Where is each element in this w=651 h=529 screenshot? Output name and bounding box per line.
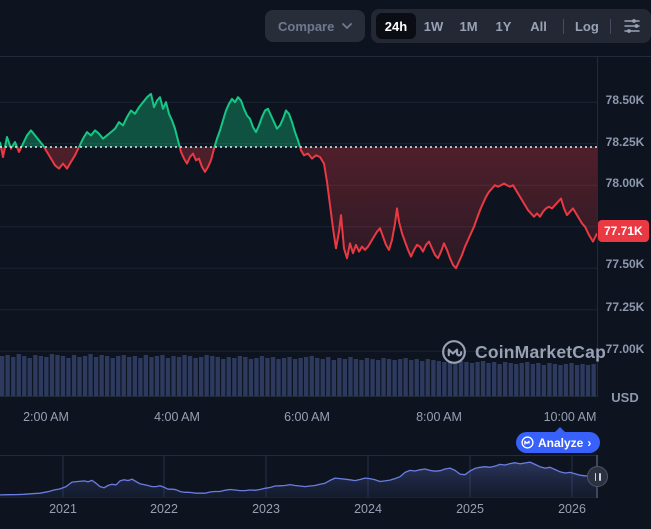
coinmarketcap-logo-icon xyxy=(521,436,534,449)
time-tick-label: 8:00 AM xyxy=(416,410,462,424)
analyze-button[interactable]: Analyze › xyxy=(516,427,601,453)
price-tick-label: 78.00K xyxy=(605,176,645,190)
year-tick-label: 2023 xyxy=(252,502,280,516)
currency-unit-label: USD xyxy=(611,390,639,405)
tab-1y[interactable]: 1Y xyxy=(486,13,521,39)
range-tabbar: 24h 1W 1M 1Y All Log xyxy=(371,9,651,43)
year-tick-label: 2024 xyxy=(354,502,382,516)
time-tick-label: 2:00 AM xyxy=(23,410,69,424)
compare-label: Compare xyxy=(278,18,335,34)
chart-settings-button[interactable] xyxy=(618,13,646,39)
price-tick-label: 78.25K xyxy=(605,135,645,149)
tab-all[interactable]: All xyxy=(521,13,556,39)
price-chart[interactable] xyxy=(0,57,597,396)
chart-bottom-border xyxy=(0,396,597,397)
navigator-top-border xyxy=(0,455,597,456)
watermark: CoinMarketCap xyxy=(441,339,606,365)
navigator-handle[interactable] xyxy=(587,466,608,487)
coinmarketcap-logo-icon xyxy=(442,340,466,364)
chevron-right-icon: › xyxy=(587,435,592,450)
price-tick-label: 78.50K xyxy=(605,93,645,107)
sliders-icon xyxy=(624,19,640,33)
analyze-label: Analyze xyxy=(538,435,584,450)
chart-right-border xyxy=(597,56,598,397)
price-tick-label: 77.00K xyxy=(605,342,645,356)
range-tabs: 24h 1W 1M 1Y All xyxy=(376,13,556,39)
chart-top-border xyxy=(0,56,651,57)
watermark-text: CoinMarketCap xyxy=(475,341,606,362)
tab-divider xyxy=(609,18,611,34)
year-tick-label: 2021 xyxy=(49,502,77,516)
handle-grip-icon xyxy=(599,472,601,481)
tab-1w[interactable]: 1W xyxy=(416,13,451,39)
price-tick-label: 77.50K xyxy=(605,257,645,271)
log-scale-toggle[interactable]: Log xyxy=(571,19,603,34)
history-navigator[interactable] xyxy=(0,456,597,498)
navigator-bottom-border xyxy=(0,497,597,498)
year-tick-label: 2026 xyxy=(558,502,586,516)
compare-button[interactable]: Compare xyxy=(265,10,366,42)
time-tick-label: 6:00 AM xyxy=(284,410,330,424)
time-tick-label: 4:00 AM xyxy=(154,410,200,424)
chevron-down-icon xyxy=(342,22,353,29)
time-tick-label: 10:00 AM xyxy=(543,410,597,424)
analyze-tooltip-tail xyxy=(555,427,565,432)
year-tick-label: 2025 xyxy=(456,502,484,516)
tab-24h[interactable]: 24h xyxy=(376,13,416,39)
current-price-badge: 77.71K xyxy=(598,220,649,242)
year-tick-label: 2022 xyxy=(150,502,178,516)
tab-1m[interactable]: 1M xyxy=(451,13,486,39)
handle-grip-icon xyxy=(594,472,596,481)
tab-divider xyxy=(563,18,564,34)
price-tick-label: 77.25K xyxy=(605,300,645,314)
